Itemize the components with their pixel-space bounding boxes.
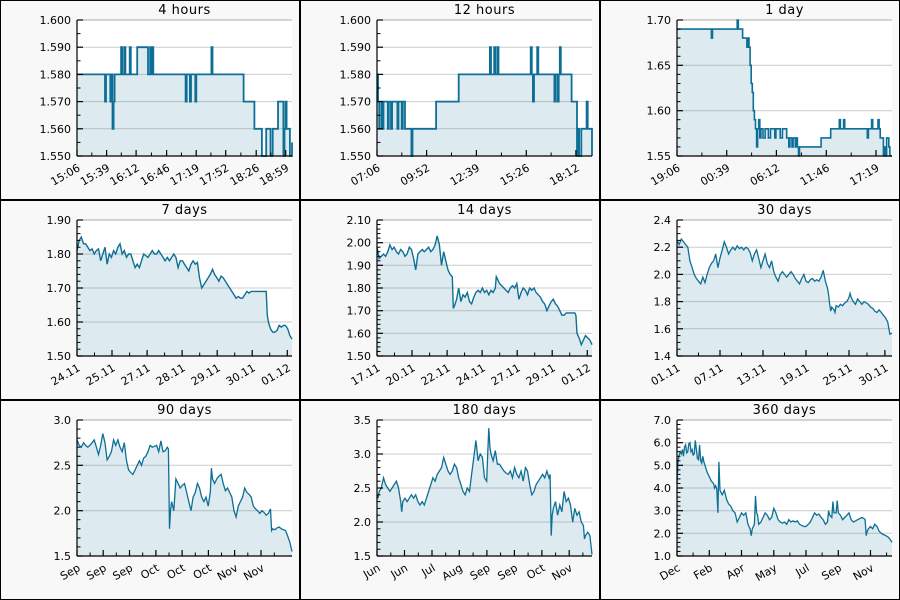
svg-text:1.80: 1.80: [47, 248, 72, 261]
svg-text:1.560: 1.560: [40, 123, 72, 136]
svg-text:2.0: 2.0: [354, 516, 372, 529]
svg-text:Jul: Jul: [419, 561, 438, 579]
chart-panel-180-days: 1.5 2.0 2.5 3.0 3.5 Jun Jun Jul Aug Sep Sep Oct Nov …: [301, 401, 599, 599]
svg-text:1.0: 1.0: [654, 550, 672, 563]
svg-text:2.0: 2.0: [654, 268, 672, 281]
svg-text:1.8: 1.8: [654, 296, 672, 309]
svg-text:2.0: 2.0: [54, 505, 72, 518]
chart-panel-12-hours: 1.550 1.560 1.570 1.580 1.590 1.600 07:06 09:52…: [301, 1, 599, 199]
svg-text:1.560: 1.560: [340, 123, 372, 136]
chart-panel-1-day: 1.55 1.60 1.65 1.70 19:06 00:39 06:12 11:46 17:1…: [601, 1, 899, 199]
chart-title: 90 days: [157, 403, 212, 418]
svg-text:1.590: 1.590: [40, 41, 72, 54]
price-chart-4-hours: 1.5501.5601.5701.5801.5901.60015:0615:39…: [1, 1, 299, 199]
chart-panel-90-days: 1.5 2.0 2.5 3.0 Sep Sep Sep Oct Oct Oct Nov Nov 90 …: [1, 401, 299, 599]
svg-text:1.580: 1.580: [340, 68, 372, 81]
svg-text:1.60: 1.60: [347, 327, 372, 340]
chart-title: 30 days: [757, 203, 812, 218]
svg-text:Jul: Jul: [793, 561, 812, 579]
chart-title: 180 days: [452, 403, 517, 418]
svg-text:2.4: 2.4: [654, 214, 672, 227]
chart-title: 7 days: [161, 203, 208, 218]
svg-text:1.5: 1.5: [54, 550, 72, 563]
svg-text:1.550: 1.550: [40, 150, 72, 163]
svg-text:2.5: 2.5: [54, 459, 72, 472]
svg-text:1.600: 1.600: [40, 14, 72, 27]
svg-text:3.0: 3.0: [54, 414, 72, 427]
svg-text:3.0: 3.0: [654, 505, 672, 518]
svg-text:1.50: 1.50: [347, 350, 372, 363]
svg-text:6.0: 6.0: [654, 437, 672, 450]
chart-panel-4-hours: 1.550 1.560 1.570 1.580 1.590 1.600 15:06 15:39…: [1, 1, 299, 199]
svg-text:2.5: 2.5: [354, 482, 372, 495]
chart-panel-7-days: 1.50 1.60 1.70 1.80 1.90 24.11 25.11 27.11 28.11…: [1, 201, 299, 399]
svg-text:1.550: 1.550: [340, 150, 372, 163]
svg-text:2.00: 2.00: [347, 237, 372, 250]
svg-text:1.6: 1.6: [654, 323, 672, 336]
svg-text:1.90: 1.90: [347, 259, 372, 272]
chart-panel-360-days: 1.0 2.0 3.0 4.0 5.0 6.0 7.0 Dec Feb Apr May Jul Sep N…: [601, 401, 899, 599]
chart-title: 4 hours: [158, 3, 211, 18]
svg-text:2.10: 2.10: [347, 214, 372, 227]
svg-text:1.580: 1.580: [40, 68, 72, 81]
chart-title: 12 hours: [453, 3, 516, 18]
svg-text:3.5: 3.5: [354, 414, 372, 427]
svg-text:1.60: 1.60: [647, 105, 672, 118]
svg-text:1.65: 1.65: [647, 59, 672, 72]
svg-text:1.90: 1.90: [47, 214, 72, 227]
price-chart-30-days: 1.41.61.82.02.22.401.11 07.11 13.11 19.11 25…: [601, 201, 899, 399]
svg-text:3.0: 3.0: [354, 448, 372, 461]
svg-text:1.70: 1.70: [347, 305, 372, 318]
svg-text:7.0: 7.0: [654, 414, 672, 427]
chart-panel-14-days: 1.50 1.60 1.70 1.80 1.90 2.00 2.10 17.11 20.11 22…: [301, 201, 599, 399]
svg-text:1.4: 1.4: [654, 350, 672, 363]
chart-panel-30-days: 1.4 1.6 1.8 2.0 2.2 2.4 01.11 07.11 13.11 19.11 25…: [601, 201, 899, 399]
svg-text:1.70: 1.70: [647, 14, 672, 27]
svg-text:2.0: 2.0: [654, 527, 672, 540]
svg-text:1.80: 1.80: [347, 282, 372, 295]
svg-text:1.5: 1.5: [354, 550, 372, 563]
svg-text:1.570: 1.570: [340, 96, 372, 109]
svg-text:1.70: 1.70: [47, 282, 72, 295]
svg-text:4.0: 4.0: [654, 482, 672, 495]
svg-text:1.60: 1.60: [47, 316, 72, 329]
chart-title: 1 day: [765, 3, 804, 18]
svg-text:5.0: 5.0: [654, 459, 672, 472]
svg-text:1.570: 1.570: [40, 96, 72, 109]
svg-text:1.55: 1.55: [647, 150, 672, 163]
svg-text:1.590: 1.590: [340, 41, 372, 54]
svg-text:1.50: 1.50: [47, 350, 72, 363]
chart-title: 360 days: [752, 403, 817, 418]
svg-text:2.2: 2.2: [654, 241, 672, 254]
chart-title: 14 days: [457, 203, 512, 218]
svg-text:1.600: 1.600: [340, 14, 372, 27]
